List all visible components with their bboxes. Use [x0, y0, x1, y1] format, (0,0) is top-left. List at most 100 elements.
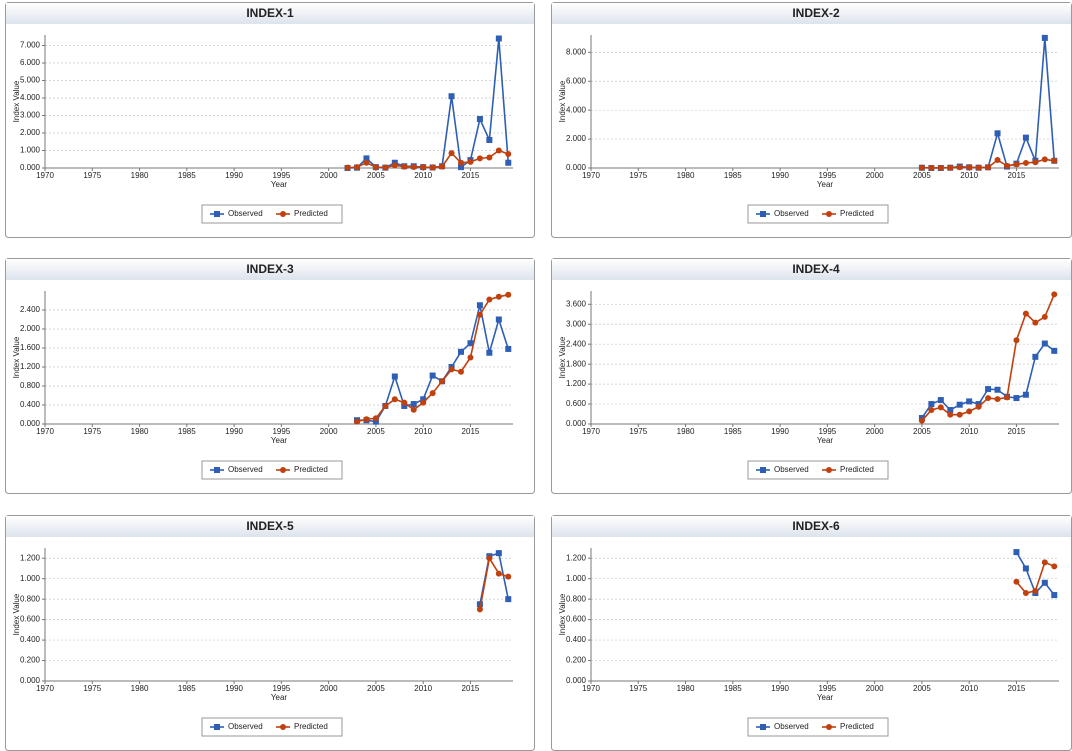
x-tick-label: 2000: [866, 684, 884, 693]
legend-label: Predicted: [294, 465, 328, 474]
marker: [476, 155, 483, 162]
y-tick-label: 4.000: [566, 105, 587, 114]
x-tick-label: 1970: [582, 427, 600, 436]
x-tick-label: 1980: [677, 427, 695, 436]
y-tick-label: 2.400: [20, 305, 41, 314]
marker: [495, 316, 502, 323]
x-axis-label: Year: [271, 180, 288, 189]
y-tick-label: 1.200: [20, 362, 41, 371]
legend-label: Predicted: [840, 209, 874, 218]
x-tick-label: 1990: [771, 427, 789, 436]
marker: [410, 406, 417, 413]
chart-panel: INDEX-3 0.000 0.400 0.800 1.200 1.600 2.000 2.4…: [5, 258, 535, 494]
x-axis-label: Year: [271, 693, 288, 702]
marker: [1041, 579, 1048, 586]
x-tick-label: 1970: [36, 171, 54, 180]
x-tick-label: 1990: [225, 427, 243, 436]
y-tick-label: 0.200: [566, 656, 587, 665]
x-tick-label: 2010: [414, 171, 432, 180]
x-axis-label: Year: [271, 436, 288, 445]
marker: [505, 151, 512, 157]
x-tick-label: 2015: [1008, 684, 1026, 693]
y-tick-label: 6.000: [566, 76, 587, 85]
x-tick-label: 1980: [131, 171, 149, 180]
marker: [391, 373, 398, 380]
x-tick-label: 1985: [178, 684, 196, 693]
chart-panel: INDEX-4 0.000 0.600 1.200 1.800 2.400 3.000 3.6…: [551, 258, 1072, 494]
marker: [495, 550, 502, 557]
y-tick-label: 0.600: [20, 615, 41, 624]
marker: [344, 164, 351, 171]
marker: [826, 467, 832, 473]
marker: [458, 368, 464, 375]
marker: [505, 345, 512, 352]
x-tick-label: 2015: [462, 684, 480, 693]
marker: [966, 398, 973, 405]
y-axis-label: Index Value: [12, 336, 21, 378]
y-axis-label: Index Value: [12, 593, 21, 635]
chart-panel: INDEX-5 0.000 0.200 0.400 0.600 0.800 1.000 1.2…: [5, 515, 535, 751]
y-tick-label: 1.800: [566, 359, 587, 368]
x-tick-label: 1995: [818, 427, 836, 436]
marker: [467, 158, 474, 165]
x-tick-label: 1975: [629, 171, 647, 180]
legend-label: Observed: [228, 209, 263, 218]
marker: [505, 159, 512, 166]
legend-label: Observed: [774, 465, 809, 474]
y-tick-label: 3.000: [566, 319, 587, 328]
marker: [918, 164, 925, 171]
y-axis-label: Index Value: [12, 80, 21, 122]
marker: [1051, 592, 1058, 599]
marker: [1032, 353, 1039, 360]
y-tick-label: 1.600: [20, 343, 41, 352]
chart-title: INDEX-5: [246, 519, 294, 533]
marker: [985, 395, 992, 402]
marker: [505, 573, 512, 580]
y-tick-label: 1.000: [566, 574, 587, 583]
legend-label: Observed: [774, 209, 809, 218]
marker: [410, 163, 417, 170]
marker: [1022, 310, 1029, 317]
marker: [928, 407, 935, 414]
x-tick-label: 1995: [818, 171, 836, 180]
marker: [956, 401, 963, 408]
y-tick-label: 0.000: [20, 419, 41, 428]
legend-box: [747, 204, 889, 224]
y-tick-label: 4.000: [20, 93, 41, 102]
marker: [458, 164, 464, 171]
y-tick-label: 0.000: [566, 676, 587, 685]
x-tick-label: 1990: [225, 684, 243, 693]
legend-label: Predicted: [294, 209, 328, 218]
y-tick-label: 2.000: [566, 134, 587, 143]
marker: [363, 416, 370, 423]
marker: [1032, 319, 1039, 326]
chart-title: INDEX-2: [792, 6, 840, 20]
x-tick-label: 1980: [677, 684, 695, 693]
plot-area: [591, 35, 1059, 168]
marker: [280, 467, 286, 473]
marker: [429, 164, 436, 171]
x-tick-label: 1975: [83, 684, 101, 693]
marker: [937, 404, 944, 411]
marker: [985, 386, 992, 393]
marker: [495, 293, 502, 300]
plot-area: [45, 35, 513, 168]
marker: [476, 302, 483, 309]
marker: [1051, 291, 1058, 298]
marker: [448, 366, 455, 373]
title-bar: [552, 259, 1071, 280]
marker: [486, 137, 493, 143]
marker: [401, 163, 408, 170]
marker: [1022, 391, 1029, 398]
marker: [1051, 347, 1058, 354]
marker: [382, 402, 389, 409]
y-tick-label: 1.200: [566, 553, 587, 562]
marker: [918, 417, 925, 424]
marker: [985, 164, 992, 171]
y-tick-label: 1.000: [20, 146, 41, 155]
y-axis-label: Index Value: [558, 80, 567, 122]
marker: [382, 164, 389, 171]
y-tick-label: 0.800: [20, 594, 41, 603]
legend-box: [201, 460, 343, 480]
marker: [214, 724, 220, 730]
